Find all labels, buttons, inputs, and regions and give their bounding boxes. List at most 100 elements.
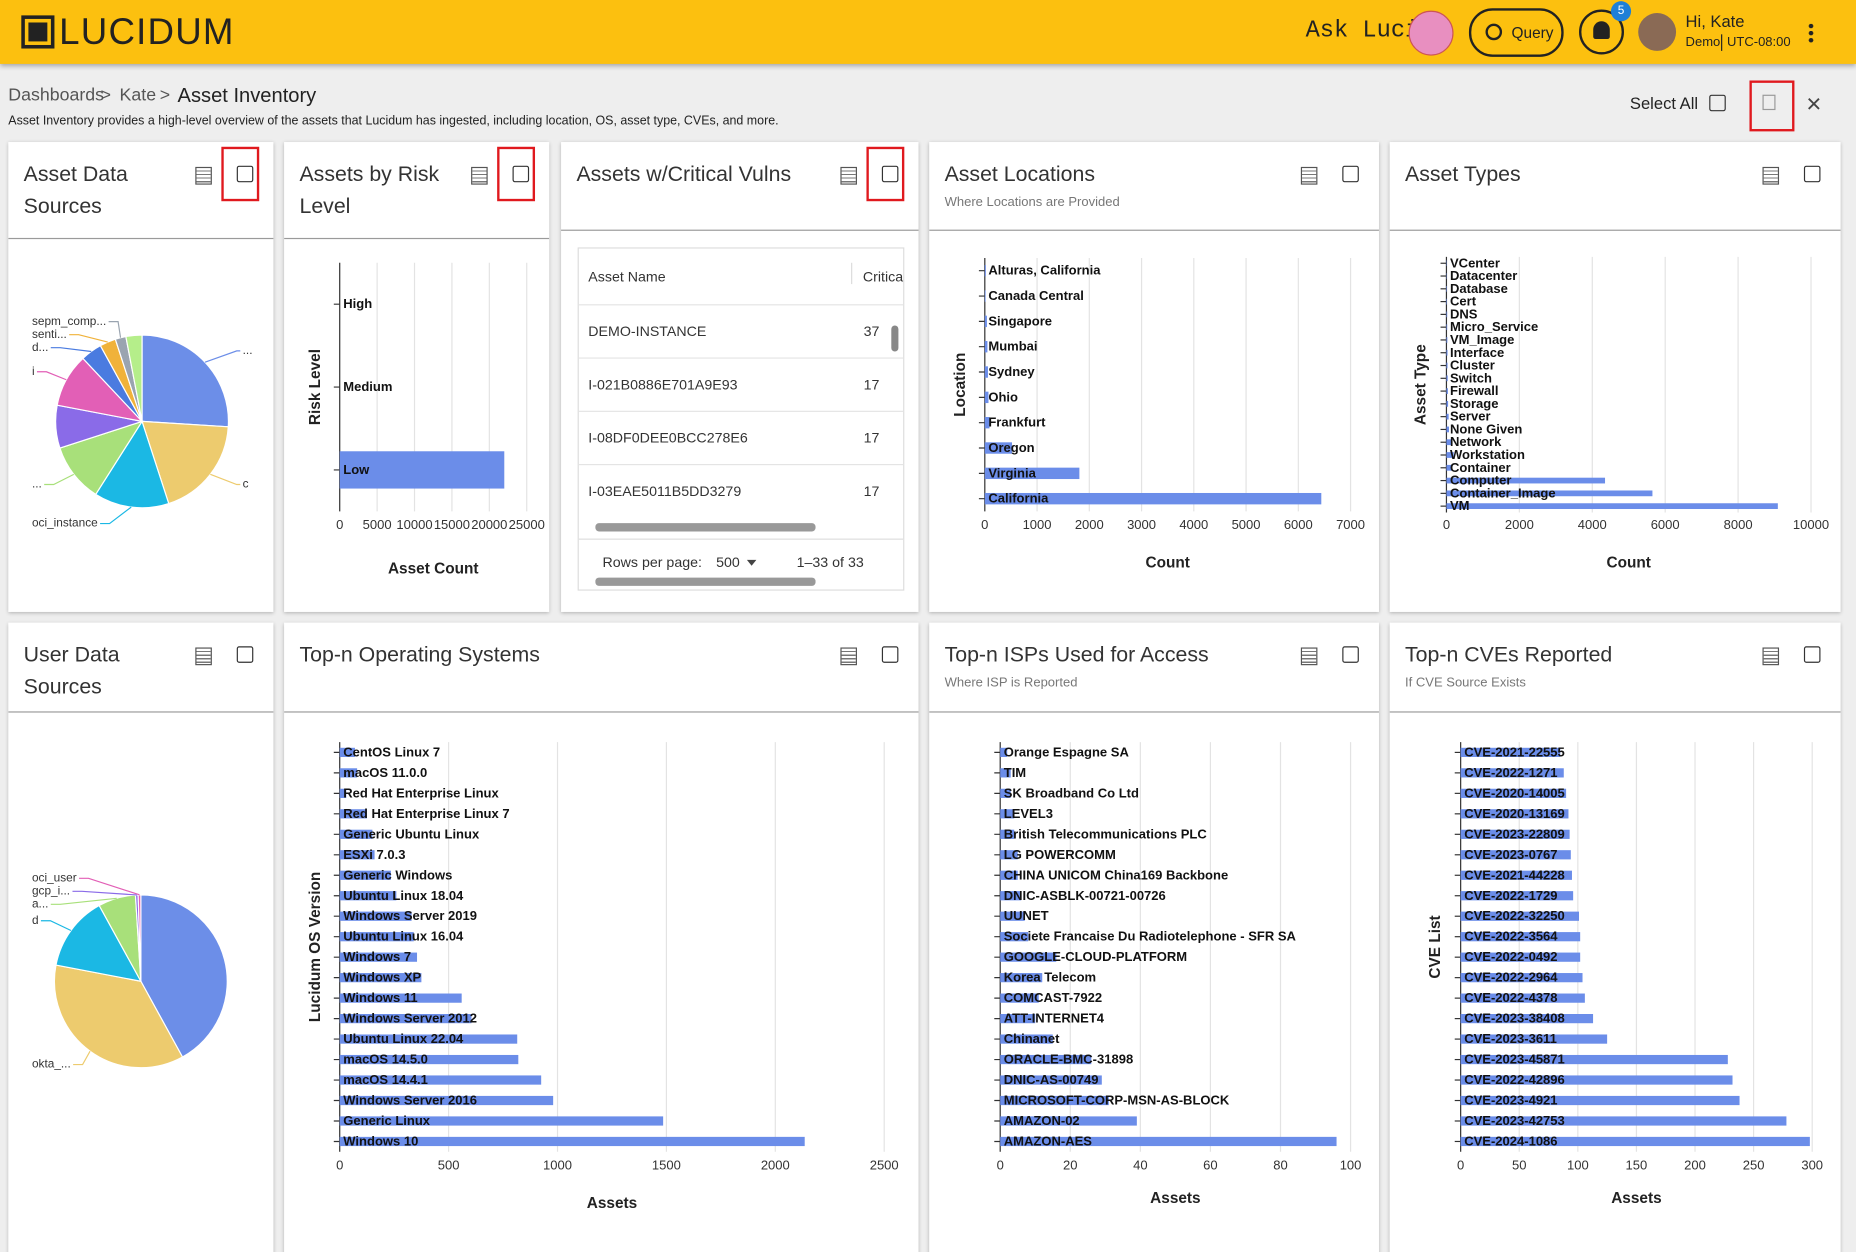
panel-divider bbox=[1389, 711, 1841, 713]
pie-label: i bbox=[32, 364, 35, 378]
panel-divider bbox=[561, 229, 919, 231]
list-view-button[interactable] bbox=[1300, 647, 1318, 666]
notifications-button[interactable] bbox=[1579, 9, 1624, 55]
list-view-button[interactable] bbox=[195, 166, 212, 185]
chart: 0 1000 2000 3000 4000 5000 6000 7000 Alturas, Ca… bbox=[952, 258, 1365, 571]
panel-divider bbox=[1389, 229, 1841, 231]
pie-slice bbox=[141, 334, 230, 428]
x-tick-label: 4000 bbox=[1179, 517, 1208, 532]
bar bbox=[339, 747, 355, 758]
category-label: Container bbox=[1450, 460, 1511, 475]
panel: Asset Types 0 2000 4000 6000 8000 10000 VCenter… bbox=[1389, 142, 1841, 612]
pie-label: d... bbox=[32, 340, 48, 354]
panel-checkbox[interactable] bbox=[1342, 646, 1359, 663]
x-tick-label: 200 bbox=[1684, 1157, 1706, 1172]
category-label: macOS 14.4.1 bbox=[343, 1072, 428, 1087]
panel-checkbox[interactable] bbox=[881, 646, 899, 663]
select-all-checkbox[interactable] bbox=[1709, 94, 1726, 112]
bar bbox=[1460, 829, 1570, 839]
bar bbox=[1000, 1054, 1092, 1065]
x-tick-label: 5000 bbox=[1232, 517, 1261, 532]
pie-label: ... bbox=[32, 477, 42, 491]
list-view-button[interactable] bbox=[840, 647, 857, 666]
category-label: CVE-2022-42896 bbox=[1464, 1072, 1565, 1087]
x-tick-label: 50 bbox=[1512, 1157, 1526, 1172]
list-view-button[interactable] bbox=[1300, 166, 1318, 185]
category-label: Windows 11 bbox=[343, 990, 417, 1005]
category-label: Generic Ubuntu Linux bbox=[343, 826, 480, 841]
bar bbox=[1000, 1034, 1053, 1044]
panel-checkbox[interactable] bbox=[881, 165, 899, 183]
pie-label: c bbox=[243, 477, 249, 491]
x-tick-label: 8000 bbox=[1724, 517, 1753, 532]
bar bbox=[1000, 747, 1008, 758]
list-view-button[interactable] bbox=[1762, 647, 1780, 666]
divider bbox=[1721, 34, 1723, 51]
rows-per-page-select[interactable]: 500 bbox=[716, 553, 740, 571]
x-axis-title: Count bbox=[1607, 554, 1651, 571]
close-button[interactable]: × bbox=[1806, 88, 1822, 119]
leader-line bbox=[72, 890, 137, 896]
panel: Asset Data Sources oci_instance... i d... se… bbox=[8, 142, 274, 612]
luci-avatar[interactable] bbox=[1408, 10, 1454, 56]
category-label: CVE-2023-22809 bbox=[1464, 826, 1565, 841]
x-tick-label: 0 bbox=[1443, 517, 1450, 532]
user-avatar[interactable] bbox=[1638, 13, 1677, 51]
category-label: MICROSOFT-CORP-MSN-AS-BLOCK bbox=[1004, 1093, 1230, 1108]
y-axis-title: Asset Type bbox=[1413, 344, 1430, 425]
panel-title: Asset Types bbox=[1405, 162, 1521, 186]
greeting: Hi, Kate bbox=[1685, 11, 1745, 31]
bar bbox=[1460, 993, 1585, 1003]
bar bbox=[1446, 439, 1452, 446]
category-label: GOOGLE-CLOUD-PLATFORM bbox=[1004, 949, 1187, 964]
list-view-button[interactable] bbox=[1762, 166, 1780, 185]
bar bbox=[339, 891, 397, 901]
row-divider bbox=[578, 357, 904, 359]
panel-title: Assets by Risk Level bbox=[299, 162, 440, 218]
bar bbox=[1000, 768, 1011, 778]
org-name: Demo bbox=[1685, 35, 1721, 50]
y-axis-title: Location bbox=[952, 353, 969, 417]
query-button[interactable]: Query bbox=[1468, 8, 1564, 57]
top-bar: LUCIDUM Ask Luci: Query 5 Hi, Kate Demo … bbox=[0, 0, 1856, 64]
panel-checkbox[interactable] bbox=[236, 646, 254, 663]
pie-label: oci_user bbox=[32, 870, 77, 884]
column-header[interactable]: Critica bbox=[862, 268, 904, 286]
category-label: Windows XP bbox=[343, 970, 421, 985]
pie-label: okta_... bbox=[32, 1057, 71, 1071]
breadcrumb-link[interactable]: Kate bbox=[119, 85, 157, 106]
leader-line bbox=[108, 321, 122, 338]
breadcrumb-link[interactable]: Dashboards bbox=[8, 85, 105, 106]
menu-button[interactable] bbox=[1808, 22, 1814, 43]
x-tick-label: 10000 bbox=[396, 517, 432, 532]
category-label: AMAZON-AES bbox=[1004, 1134, 1093, 1149]
bar bbox=[1000, 1013, 1036, 1024]
panel-checkbox[interactable] bbox=[236, 165, 254, 183]
bar bbox=[1460, 747, 1561, 758]
highlight-box bbox=[866, 146, 905, 202]
x-tick-label: 6000 bbox=[1651, 517, 1680, 532]
column-header[interactable]: Asset Name bbox=[588, 268, 666, 286]
leader-line bbox=[44, 473, 75, 486]
pie-slice bbox=[140, 894, 228, 1058]
panel-checkbox[interactable] bbox=[1803, 646, 1821, 663]
chart: okta_... d a...gcp_i...oci_user bbox=[32, 870, 228, 1071]
category-label: CHINA UNICOM China169 Backbone bbox=[1004, 867, 1228, 882]
copy-button[interactable] bbox=[1762, 94, 1776, 111]
panel-checkbox[interactable] bbox=[512, 165, 530, 183]
bar bbox=[1000, 973, 1043, 983]
bar bbox=[984, 492, 1322, 505]
logo-text[interactable]: LUCIDUM bbox=[59, 10, 235, 53]
list-view-button[interactable] bbox=[471, 166, 488, 185]
x-tick-label: 3000 bbox=[1127, 517, 1156, 532]
panel-divider bbox=[929, 229, 1379, 231]
panel-checkbox[interactable] bbox=[1342, 165, 1359, 183]
x-axis-title: Count bbox=[1145, 554, 1189, 571]
list-view-button[interactable] bbox=[195, 647, 212, 666]
bar bbox=[984, 340, 988, 353]
panel-checkbox[interactable] bbox=[1803, 165, 1821, 183]
x-tick-label: 500 bbox=[438, 1157, 460, 1172]
category-label: CVE-2023-38408 bbox=[1464, 1011, 1565, 1026]
list-view-button[interactable] bbox=[840, 166, 857, 185]
bar bbox=[339, 850, 375, 860]
